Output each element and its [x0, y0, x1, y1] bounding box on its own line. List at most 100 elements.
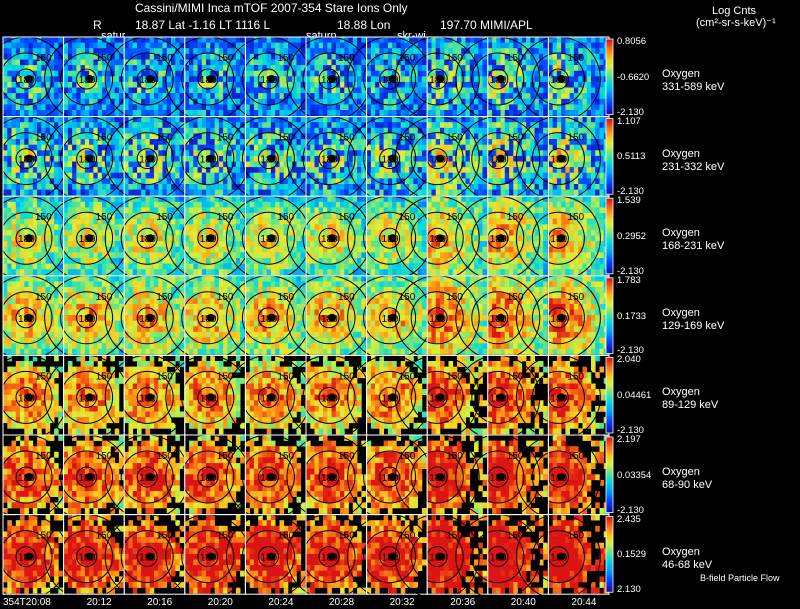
heatmap-cell [509, 98, 514, 105]
heatmap-cell [435, 150, 441, 157]
heatmap-cell [93, 252, 98, 259]
heatmap-cell [179, 252, 185, 259]
heatmap-cell [67, 150, 73, 157]
heatmap-cell [474, 155, 479, 162]
heatmap-cell [114, 252, 120, 259]
heatmap-cell [89, 224, 94, 231]
heatmap-cell [306, 81, 311, 88]
heatmap-cell [409, 65, 414, 71]
heatmap-cell [110, 241, 115, 247]
heatmap-cell [306, 127, 311, 134]
heatmap-cell [392, 37, 397, 43]
heatmap-cell [318, 122, 324, 129]
heatmap-cell [253, 155, 259, 162]
heatmap-cell [283, 167, 289, 173]
heatmap-cell [370, 59, 376, 66]
heatmap-cell [137, 116, 142, 123]
heatmap-cell [492, 178, 497, 185]
heatmap-cell [37, 201, 42, 208]
heatmap-cell [106, 65, 111, 71]
heatmap-cell [93, 144, 98, 151]
heatmap-cell [375, 81, 380, 88]
heatmap-cell [323, 116, 328, 123]
heatmap-cell [404, 76, 410, 83]
heatmap-cell [296, 98, 302, 105]
heatmap-cell [300, 127, 306, 134]
heatmap-cell [331, 81, 337, 88]
heatmap-cell [548, 104, 553, 111]
heatmap-cell [80, 48, 86, 55]
heatmap-cell [3, 201, 8, 208]
heatmap-cell [352, 116, 358, 123]
heatmap-cell [132, 127, 138, 134]
heatmap-cell [335, 127, 341, 134]
heatmap-cell [591, 37, 596, 43]
heatmap-cell [20, 269, 25, 276]
heatmap-cell [32, 258, 38, 264]
heatmap-cell [227, 70, 232, 77]
heatmap-cell [383, 116, 389, 123]
heatmap-cell [417, 76, 423, 83]
heatmap-cell [595, 81, 600, 88]
heatmap-cell [400, 59, 406, 66]
heatmap-cell [54, 150, 59, 157]
heatmap-cell [387, 65, 393, 71]
heatmap-cell [67, 161, 73, 168]
heatmap-cell [171, 263, 176, 270]
heatmap-cell [54, 213, 59, 219]
heatmap-cell [49, 224, 55, 231]
heatmap-cell [41, 48, 46, 55]
heatmap-cell [283, 37, 289, 43]
heatmap-cell [344, 133, 349, 140]
heatmap-cell [240, 246, 245, 253]
heatmap-cell [245, 110, 250, 116]
heatmap-cell [124, 98, 129, 105]
heatmap-cell [348, 42, 354, 49]
heatmap-cell [41, 241, 46, 247]
heatmap-cell [469, 37, 475, 43]
heatmap-cell [310, 184, 315, 190]
heatmap-cell [400, 37, 406, 43]
contour-line [60, 132, 114, 186]
heatmap-cell [106, 76, 111, 83]
heatmap-cell [534, 110, 540, 116]
heatmap-cell [20, 184, 25, 190]
heatmap-cell [556, 133, 562, 140]
heatmap-cell [340, 42, 345, 49]
heatmap-cell [306, 161, 311, 168]
heatmap-cell [404, 110, 410, 116]
heatmap-cell [474, 42, 479, 49]
colorbar-cell [606, 103, 613, 106]
heatmap-cell [223, 98, 228, 105]
heatmap-cell [262, 98, 267, 105]
colorbar-cell [606, 76, 613, 79]
heatmap-cell [509, 48, 514, 55]
heatmap-cell [534, 116, 540, 123]
heatmap-cell [80, 224, 86, 231]
heatmap-cell [478, 155, 483, 162]
heatmap-cell [97, 87, 103, 94]
heatmap-cell [72, 229, 77, 236]
heatmap-cell [93, 201, 98, 208]
heatmap-cell [465, 59, 471, 66]
heatmap-cell [595, 98, 600, 105]
contour-label: 150 [96, 133, 113, 144]
heatmap-cell [392, 42, 397, 49]
heatmap-cell [76, 184, 81, 190]
heatmap-cell [266, 184, 272, 190]
heatmap-cell [132, 229, 138, 236]
heatmap-cell [210, 139, 215, 145]
heatmap-cell [223, 241, 228, 247]
heatmap-cell [543, 93, 548, 99]
heatmap-cell [482, 144, 488, 151]
heatmap-cell [396, 65, 401, 71]
heatmap-cell [327, 189, 332, 196]
heatmap-cell [534, 184, 540, 190]
heatmap-cell [392, 167, 397, 173]
heatmap-cell [106, 144, 111, 151]
colorbar-cell [606, 88, 613, 91]
heatmap-cell [370, 139, 376, 145]
heatmap-cell [431, 139, 437, 145]
heatmap-cell [227, 133, 232, 140]
heatmap-cell [89, 93, 94, 99]
